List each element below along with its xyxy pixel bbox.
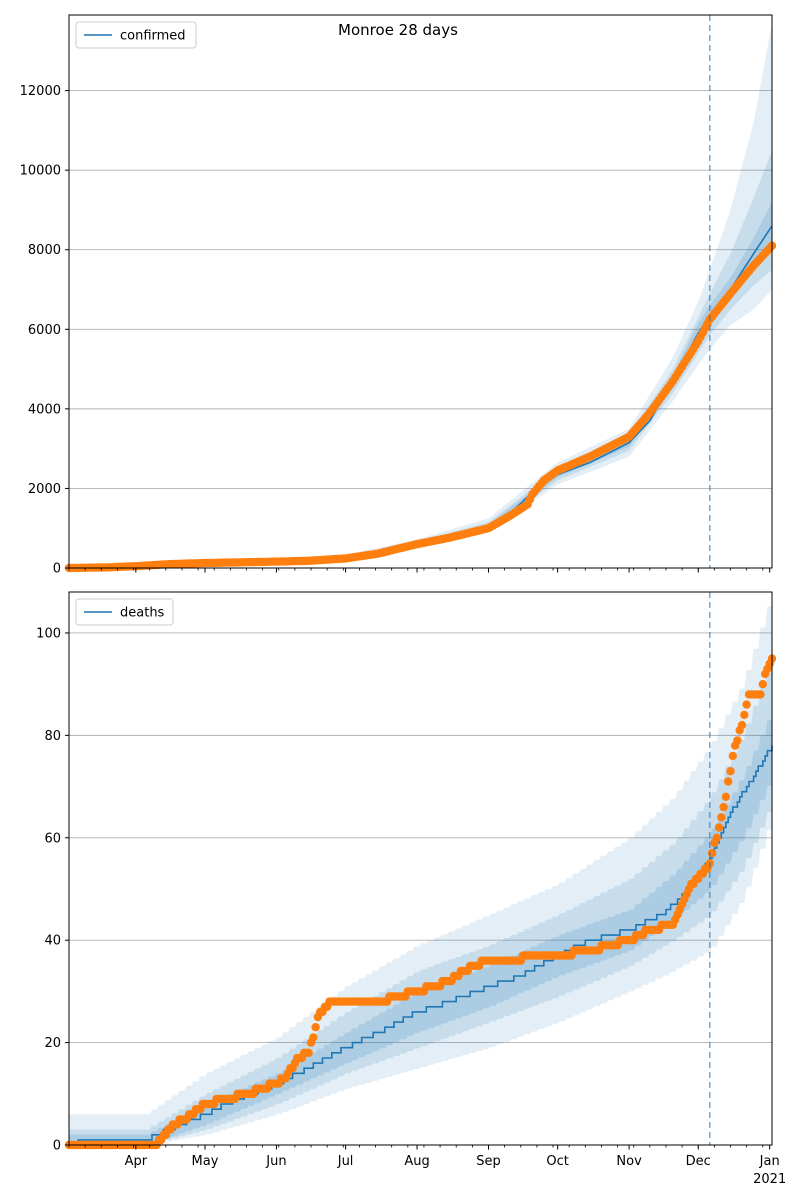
band-inner bbox=[69, 720, 772, 1145]
observed-point bbox=[737, 720, 747, 730]
band-outer bbox=[69, 606, 772, 1145]
legend-box bbox=[75, 598, 174, 626]
plot-frame bbox=[68, 14, 773, 569]
plot-frame bbox=[68, 591, 773, 1146]
observed-point bbox=[756, 690, 765, 699]
observed-point bbox=[717, 813, 726, 822]
y-tick-label: 60 bbox=[44, 831, 61, 846]
legend: confirmed bbox=[75, 21, 197, 49]
x-tick-label: Sep bbox=[476, 1154, 501, 1169]
observed-point bbox=[311, 1022, 320, 1032]
x-tick-label: Aug bbox=[404, 1154, 429, 1169]
observed-point bbox=[733, 736, 742, 745]
legend-box bbox=[75, 21, 197, 49]
x-tick-label: May bbox=[192, 1154, 219, 1169]
observed-points bbox=[64, 241, 777, 573]
band-outer bbox=[69, 23, 772, 568]
x-tick-sublabel: 2021 bbox=[753, 1172, 786, 1187]
y-tick-label: 2000 bbox=[28, 482, 61, 497]
y-tick-label: 10000 bbox=[20, 164, 61, 179]
y-tick-label: 4000 bbox=[28, 402, 61, 417]
x-tick-label: Jun bbox=[265, 1154, 286, 1169]
x-tick-label: Jan bbox=[759, 1154, 780, 1169]
observed-point bbox=[724, 777, 733, 786]
observed-point bbox=[728, 751, 737, 761]
y-tick-label: 12000 bbox=[20, 84, 61, 99]
observed-point bbox=[304, 1048, 313, 1058]
y-tick-label: 20 bbox=[44, 1036, 61, 1051]
observed-point bbox=[726, 767, 735, 776]
observed-point bbox=[712, 833, 721, 842]
y-tick-label: 40 bbox=[44, 934, 61, 949]
observed-point bbox=[758, 680, 767, 689]
figure-title: Monroe 28 days bbox=[338, 21, 458, 39]
observed-point bbox=[742, 700, 751, 709]
deaths-panel: 0 20 40 60 80 100 Apr May Jun Jul Aug Sep Oct Nov Dec J… bbox=[36, 591, 786, 1187]
band-middle bbox=[69, 150, 772, 569]
x-tick-label: Nov bbox=[616, 1154, 642, 1169]
x-tick-label: Dec bbox=[686, 1154, 711, 1169]
y-tick-label: 6000 bbox=[28, 323, 61, 338]
observed-point bbox=[721, 792, 731, 801]
y-tick-label: 80 bbox=[44, 729, 61, 744]
y-tick-label: 0 bbox=[53, 1139, 61, 1154]
observed-point bbox=[719, 802, 728, 812]
legend-label: confirmed bbox=[120, 29, 186, 44]
observed-point bbox=[309, 1033, 318, 1042]
legend-label: deaths bbox=[120, 606, 165, 621]
y-tick-label: 8000 bbox=[28, 243, 61, 258]
y-tick-label: 0 bbox=[53, 562, 61, 577]
x-tick-label: Oct bbox=[546, 1154, 568, 1169]
confirmed-panel: 0 2000 4000 6000 8000 10000 12000 confirmed bbox=[20, 14, 777, 577]
observed-point bbox=[714, 823, 724, 832]
legend: deaths bbox=[75, 598, 174, 626]
observed-point bbox=[740, 710, 749, 720]
x-tick-label: Jul bbox=[337, 1154, 354, 1169]
y-tick-label: 100 bbox=[36, 626, 61, 641]
x-tick-label: Apr bbox=[125, 1154, 148, 1169]
band-middle bbox=[69, 670, 772, 1145]
